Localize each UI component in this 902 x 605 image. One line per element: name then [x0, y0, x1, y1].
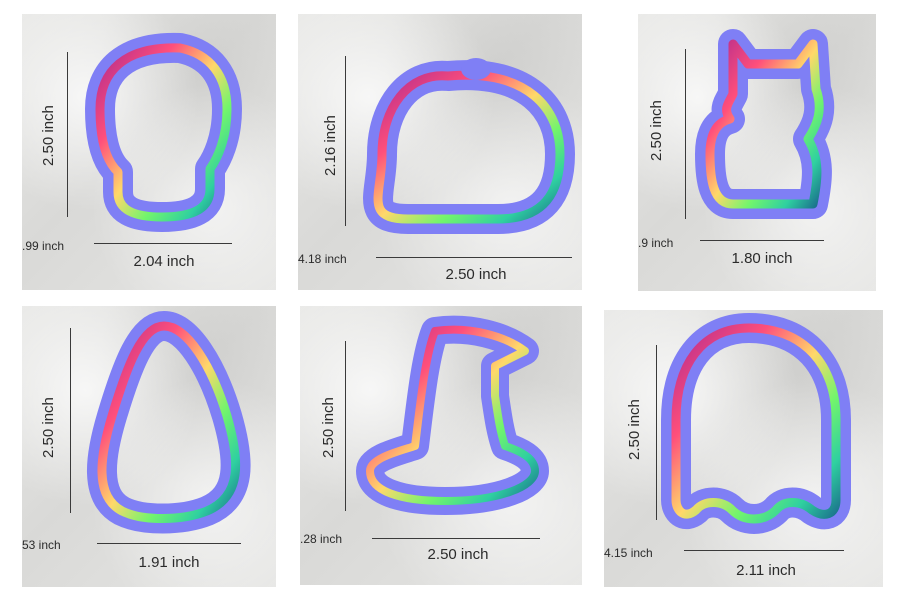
width-label: 1.80 inch [731, 250, 793, 267]
panel-cat: 2.50 inch 1.80 inch .9 inch [638, 14, 876, 291]
depth-label: .28 inch [300, 532, 343, 546]
width-label: 2.50 inch [427, 546, 489, 563]
cat-cutter-image [695, 29, 835, 219]
skull-cutter-image [85, 32, 242, 232]
height-label: 2.50 inch [40, 397, 57, 458]
candy-corn-cutter-image [86, 311, 251, 534]
height-label: 2.50 inch [626, 399, 643, 460]
depth-label: .9 inch [638, 236, 674, 250]
panel-candy-corn: 2.50 inch 1.91 inch 53 inch [22, 306, 276, 587]
height-label: 2.16 inch [322, 115, 339, 176]
width-label: 2.04 inch [133, 253, 195, 270]
depth-label: 4.15 inch [604, 546, 653, 560]
panel-witch-hat: 2.50 inch 2.50 inch .28 inch [300, 306, 582, 585]
height-label: 2.50 inch [320, 397, 337, 458]
witch-hat-cutter-image [356, 315, 549, 515]
panel-ghost: 2.50 inch 2.11 inch 4.15 inch [604, 310, 883, 587]
height-label: 2.50 inch [648, 100, 665, 161]
panel-skull: 2.50 inch 2.04 inch .99 inch [22, 14, 276, 290]
height-label: 2.50 inch [40, 105, 57, 166]
depth-label: 4.18 inch [298, 252, 347, 266]
width-label: 2.11 inch [736, 562, 796, 579]
width-label: 2.50 inch [445, 266, 507, 283]
pumpkin-cutter-image [363, 58, 575, 234]
width-label: 1.91 inch [138, 554, 200, 571]
panel-pumpkin: 2.16 inch 2.50 inch 4.18 inch [298, 14, 582, 290]
depth-label: 53 inch [22, 538, 61, 552]
depth-label: .99 inch [22, 239, 65, 253]
ghost-cutter-image [661, 313, 851, 534]
